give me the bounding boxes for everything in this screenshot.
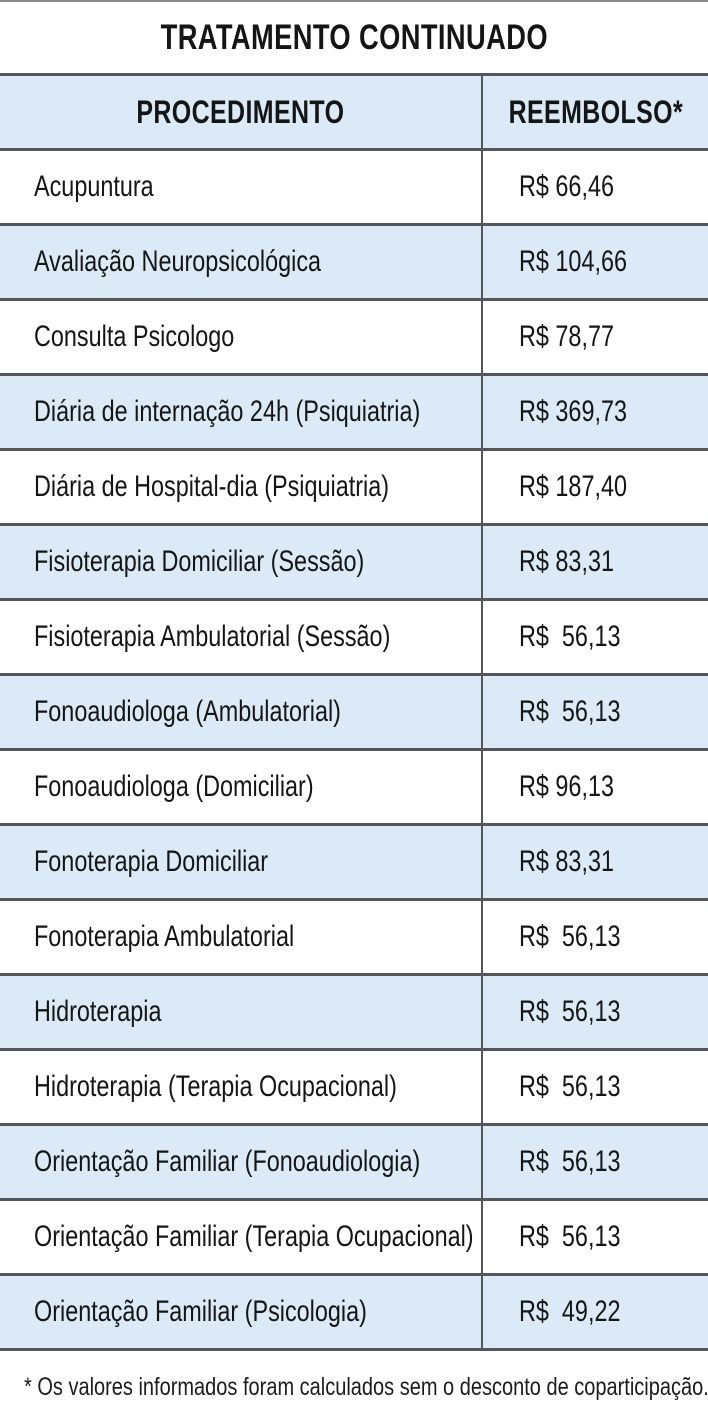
reimbursement-cell: R$ 369,73 [483,376,708,448]
table-header-row: PROCEDIMENTO REEMBOLSO* [0,76,708,151]
procedure-cell: Diária de internação 24h (Psiquiatria) [0,376,483,448]
table-row: Fisioterapia Domiciliar (Sessão) R$ 83,3… [0,526,708,601]
procedure-cell: Hidroterapia [0,976,483,1048]
table-row: Fisioterapia Ambulatorial (Sessão) R$ 56… [0,601,708,676]
top-divider [0,0,708,2]
page-title: TRATAMENTO CONTINUADO [160,17,548,57]
procedure-label: Fonoterapia Domiciliar [34,845,269,878]
reimbursement-cell: R$ 56,13 [483,601,708,673]
procedure-cell: Fonoaudiologa (Ambulatorial) [0,676,483,748]
footnote-text: * Os valores informados foram calculados… [24,1373,708,1401]
title-bar: TRATAMENTO CONTINUADO [0,2,708,73]
table-row: Orientação Familiar (Psicologia) R$ 49,2… [0,1276,708,1351]
procedure-label: Consulta Psicologo [34,320,235,353]
procedure-cell: Fonoaudiologa (Domiciliar) [0,751,483,823]
reimbursement-value: R$ 56,13 [519,1070,621,1103]
reimbursement-value: R$ 96,13 [519,770,614,803]
procedure-cell: Fisioterapia Ambulatorial (Sessão) [0,601,483,673]
reimbursement-cell: R$ 56,13 [483,1051,708,1123]
table-row: Fonoterapia Domiciliar R$ 83,31 [0,826,708,901]
reimbursement-cell: R$ 56,13 [483,901,708,973]
reimbursement-value: R$ 56,13 [519,1220,621,1253]
procedure-label: Diária de Hospital-dia (Psiquiatria) [34,470,390,503]
table-row: Fonoaudiologa (Domiciliar) R$ 96,13 [0,751,708,826]
reimbursement-cell: R$ 78,77 [483,301,708,373]
table-row: Fonoaudiologa (Ambulatorial) R$ 56,13 [0,676,708,751]
procedure-cell: Orientação Familiar (Fonoaudiologia) [0,1126,483,1198]
procedure-label: Hidroterapia [34,995,162,1028]
procedure-cell: Orientação Familiar (Terapia Ocupacional… [0,1201,483,1273]
reimbursement-value: R$ 187,40 [519,470,627,503]
procedure-cell: Consulta Psicologo [0,301,483,373]
reimbursement-cell: R$ 83,31 [483,526,708,598]
procedure-cell: Orientação Familiar (Psicologia) [0,1276,483,1348]
procedure-label: Orientação Familiar (Psicologia) [34,1295,367,1328]
table-row: Orientação Familiar (Fonoaudiologia) R$ … [0,1126,708,1201]
table-row: Diária de internação 24h (Psiquiatria) R… [0,376,708,451]
procedure-label: Avaliação Neuropsicológica [34,245,322,278]
procedure-cell: Avaliação Neuropsicológica [0,226,483,298]
reimbursement-cell: R$ 56,13 [483,676,708,748]
procedure-cell: Acupuntura [0,151,483,223]
column-header-procedimento: PROCEDIMENTO [0,76,483,148]
reimbursement-cell: R$ 66,46 [483,151,708,223]
reimbursement-cell: R$ 56,13 [483,976,708,1048]
reimbursement-value: R$ 78,77 [519,320,614,353]
reimbursement-value: R$ 56,13 [519,995,621,1028]
reimbursement-value: R$ 83,31 [519,845,614,878]
reimbursement-value: R$ 56,13 [519,695,621,728]
column-header-reembolso-label: REEMBOLSO* [508,93,683,130]
table-row: Hidroterapia R$ 56,13 [0,976,708,1051]
reimbursement-value: R$ 66,46 [519,170,614,203]
table-row: Acupuntura R$ 66,46 [0,151,708,226]
table-row: Consulta Psicologo R$ 78,77 [0,301,708,376]
column-header-reembolso: REEMBOLSO* [483,76,708,148]
procedure-cell: Diária de Hospital-dia (Psiquiatria) [0,451,483,523]
reimbursement-value: R$ 104,66 [519,245,627,278]
reimbursement-cell: R$ 104,66 [483,226,708,298]
procedure-label: Diária de internação 24h (Psiquiatria) [34,395,421,428]
procedure-label: Fonoaudiologa (Ambulatorial) [34,695,341,728]
table-row: Avaliação Neuropsicológica R$ 104,66 [0,226,708,301]
reimbursement-cell: R$ 96,13 [483,751,708,823]
reimbursement-cell: R$ 83,31 [483,826,708,898]
table-row: Diária de Hospital-dia (Psiquiatria) R$ … [0,451,708,526]
reimbursement-value: R$ 369,73 [519,395,627,428]
procedure-label: Orientação Familiar (Fonoaudiologia) [34,1145,421,1178]
reimbursement-table: PROCEDIMENTO REEMBOLSO* Acupuntura R$ 66… [0,73,708,1351]
procedure-label: Fisioterapia Domiciliar (Sessão) [34,545,365,578]
reimbursement-cell: R$ 49,22 [483,1276,708,1348]
reimbursement-value: R$ 56,13 [519,1145,621,1178]
procedure-label: Hidroterapia (Terapia Ocupacional) [34,1070,397,1103]
table-row: Hidroterapia (Terapia Ocupacional) R$ 56… [0,1051,708,1126]
procedure-label: Orientação Familiar (Terapia Ocupacional… [34,1220,474,1253]
reimbursement-value: R$ 49,22 [519,1295,621,1328]
procedure-label: Fonoterapia Ambulatorial [34,920,295,953]
reimbursement-cell: R$ 56,13 [483,1201,708,1273]
table-row: Orientação Familiar (Terapia Ocupacional… [0,1201,708,1276]
table-row: Fonoterapia Ambulatorial R$ 56,13 [0,901,708,976]
procedure-label: Fonoaudiologa (Domiciliar) [34,770,314,803]
reimbursement-value: R$ 56,13 [519,920,621,953]
footnote: * Os valores informados foram calculados… [0,1351,708,1402]
reimbursement-value: R$ 83,31 [519,545,614,578]
reimbursement-cell: R$ 187,40 [483,451,708,523]
reimbursement-value: R$ 56,13 [519,620,621,653]
procedure-cell: Fonoterapia Ambulatorial [0,901,483,973]
reimbursement-cell: R$ 56,13 [483,1126,708,1198]
procedure-cell: Hidroterapia (Terapia Ocupacional) [0,1051,483,1123]
procedure-label: Acupuntura [34,170,154,203]
procedure-cell: Fisioterapia Domiciliar (Sessão) [0,526,483,598]
procedure-label: Fisioterapia Ambulatorial (Sessão) [34,620,391,653]
procedure-cell: Fonoterapia Domiciliar [0,826,483,898]
column-header-procedimento-label: PROCEDIMENTO [136,93,345,130]
